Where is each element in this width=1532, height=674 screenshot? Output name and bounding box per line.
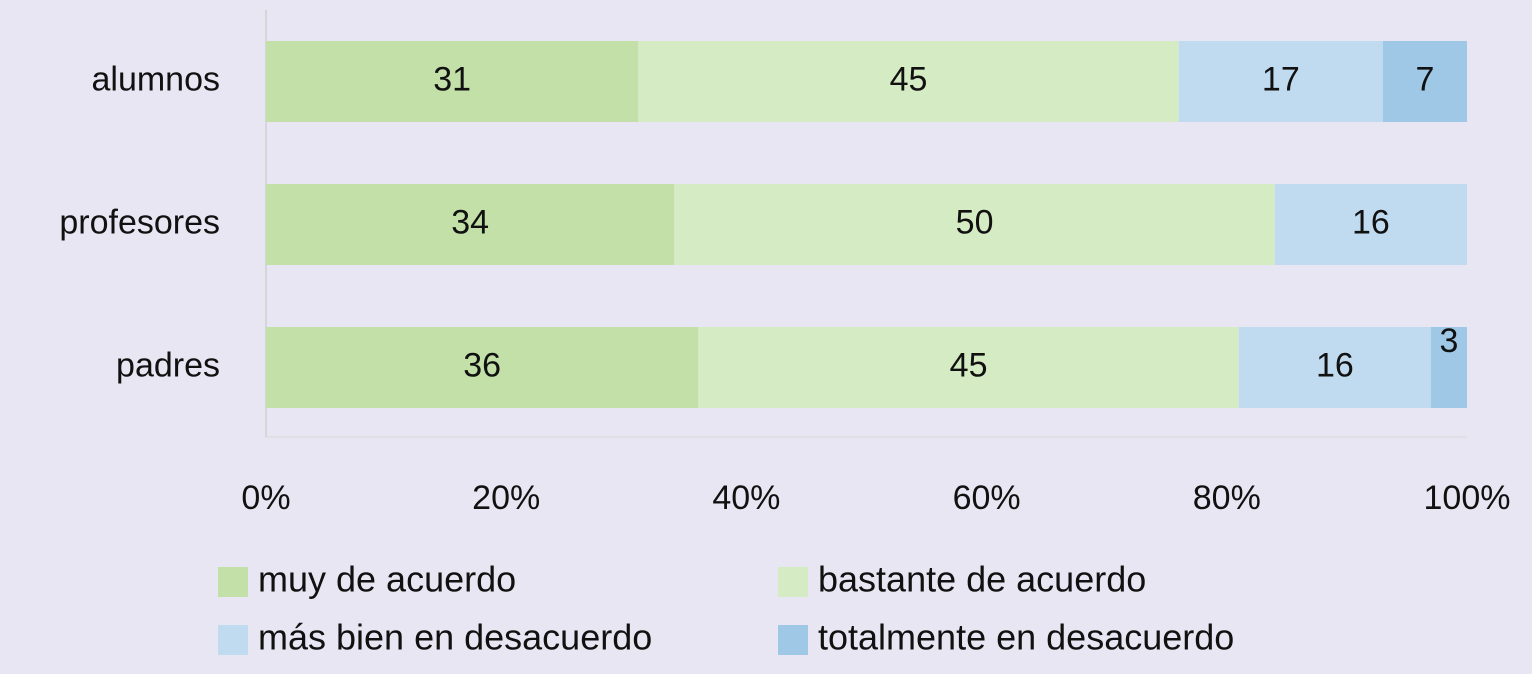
x-tick-label: 80%: [1193, 479, 1261, 517]
bar-segment: [1382, 41, 1467, 122]
legend-swatch: [218, 625, 248, 655]
data-label: 50: [956, 203, 994, 241]
data-label: 16: [1316, 346, 1354, 384]
legend-label: totalmente en desacuerdo: [818, 617, 1234, 658]
data-label: 17: [1262, 60, 1300, 98]
y-tick-label: alumnos: [91, 60, 220, 98]
bar-segment: [698, 327, 1239, 408]
bar-segment: [1430, 327, 1467, 408]
x-tick-label: 60%: [953, 479, 1021, 517]
bar-segment: [674, 184, 1275, 265]
data-label: 45: [950, 346, 988, 384]
x-tick-label: 0%: [241, 479, 290, 517]
bar-segment: [638, 41, 1179, 122]
x-tick-label: 20%: [472, 479, 540, 517]
data-label: 36: [463, 346, 501, 384]
legend-swatch: [778, 625, 808, 655]
data-label: 31: [433, 60, 471, 98]
bar-segment: [1274, 184, 1467, 265]
legend-label: muy de acuerdo: [258, 559, 516, 600]
legend-label: más bien en desacuerdo: [258, 617, 652, 658]
legend-label: bastante de acuerdo: [818, 559, 1146, 600]
data-label: 45: [890, 60, 928, 98]
bar-segment: [1238, 327, 1431, 408]
bar-segment: [266, 41, 639, 122]
data-label: 34: [451, 203, 489, 241]
data-label: 16: [1352, 203, 1390, 241]
y-tick-label: padres: [116, 346, 220, 384]
data-label: 7: [1416, 60, 1435, 98]
legend-swatch: [778, 567, 808, 597]
data-label: 3: [1440, 322, 1459, 360]
legend-swatch: [218, 567, 248, 597]
x-tick-label: 40%: [712, 479, 780, 517]
bar-segment: [266, 327, 699, 408]
x-tick-label: 100%: [1424, 479, 1511, 517]
y-tick-label: profesores: [59, 203, 220, 241]
bar-segment: [266, 184, 675, 265]
bar-segment: [1178, 41, 1383, 122]
